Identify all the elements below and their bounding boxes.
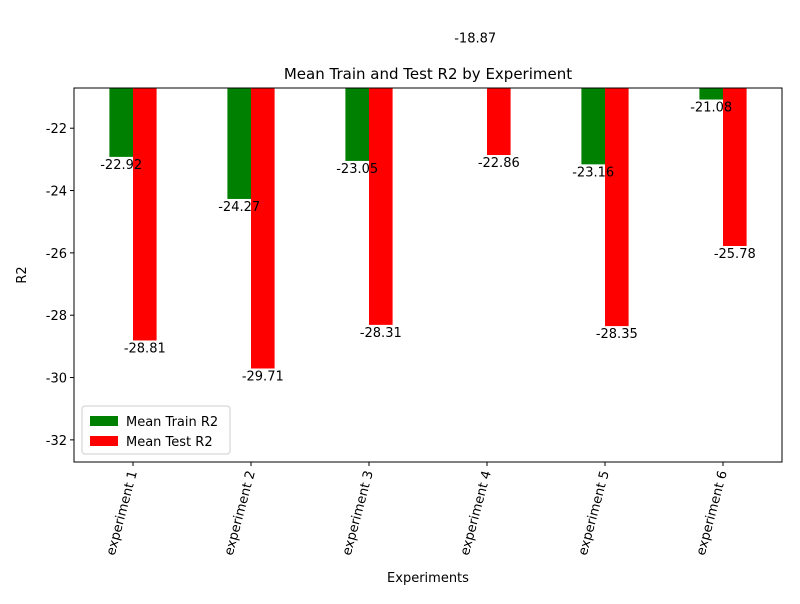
x-tick-label: experiment 4 <box>458 469 495 557</box>
x-tick-label: experiment 6 <box>694 469 731 557</box>
bar <box>605 88 629 327</box>
bar <box>251 88 275 369</box>
legend-label: Mean Test R2 <box>126 435 213 450</box>
legend-swatch <box>90 436 118 446</box>
value-label: -28.81 <box>124 341 166 356</box>
value-label: -23.16 <box>572 165 614 180</box>
bar <box>581 88 605 165</box>
y-tick-label: -28 <box>46 309 67 324</box>
bar <box>133 88 157 341</box>
x-axis-label: Experiments <box>387 571 469 586</box>
bar <box>699 88 723 100</box>
bar <box>227 88 251 199</box>
value-label: -24.27 <box>218 200 260 215</box>
value-label: -21.08 <box>690 101 732 116</box>
value-label: -28.35 <box>596 327 638 342</box>
bar <box>463 0 487 31</box>
bar <box>109 88 133 157</box>
bar <box>345 88 369 161</box>
y-tick-label: -22 <box>46 122 67 137</box>
bar <box>369 88 393 325</box>
bar <box>487 88 511 156</box>
y-tick-label: -24 <box>46 185 67 200</box>
legend-swatch <box>90 416 118 426</box>
plot-area <box>109 0 747 369</box>
value-label: -22.92 <box>100 158 142 173</box>
x-tick-label: experiment 1 <box>104 469 141 557</box>
axes-frame <box>73 87 783 463</box>
y-tick-label: -26 <box>46 247 67 262</box>
value-label: -22.86 <box>478 156 520 171</box>
chart-title: Mean Train and Test R2 by Experiment <box>284 65 572 83</box>
value-label: -23.05 <box>336 162 378 177</box>
y-tick-label: -32 <box>46 434 67 449</box>
value-label: -28.31 <box>360 326 402 341</box>
bar <box>723 88 747 247</box>
y-tick-label: -30 <box>46 372 67 387</box>
legend-label: Mean Train R2 <box>126 415 218 430</box>
x-tick-label: experiment 5 <box>576 469 613 557</box>
value-label: -25.78 <box>714 247 756 262</box>
legend-box <box>81 405 231 455</box>
y-axis-label: R2 <box>15 266 30 283</box>
value-label: -29.71 <box>242 370 284 385</box>
x-tick-label: experiment 3 <box>340 469 377 557</box>
value-label: -18.87 <box>454 32 496 47</box>
x-tick-label: experiment 2 <box>222 469 259 557</box>
